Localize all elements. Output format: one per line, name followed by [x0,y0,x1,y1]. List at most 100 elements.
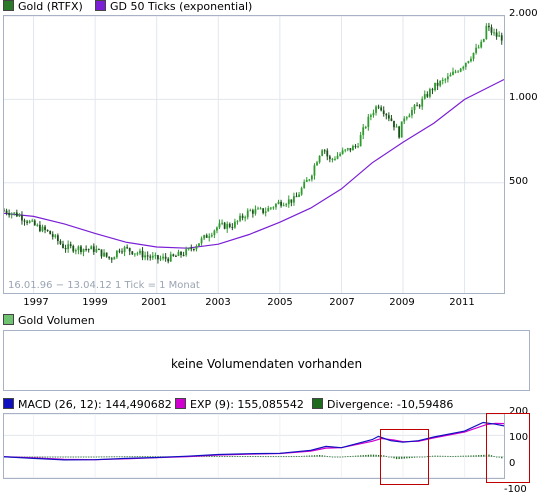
gold-candle-body [285,204,288,206]
gold-candle-body [305,180,308,182]
divergence-bar [431,455,434,457]
gold-candle-body [241,215,244,218]
divergence-bar [306,455,308,457]
divergence-bar [95,456,98,458]
gold-candle-body [67,244,70,250]
divergence-bar [354,455,357,457]
gold-candle-body [326,150,329,157]
gold-candle-body [105,252,108,257]
gold-candle-body [359,135,362,147]
divergence-bar [141,456,144,458]
divergence-bar [472,455,475,457]
divergence-bar [34,456,36,458]
divergence-bar [421,456,423,458]
gold-candle-body [354,145,357,147]
divergence-bar [388,456,390,458]
gold-candle-body [490,27,493,33]
divergence-bar [385,455,387,457]
legend-label-volume: Gold Volumen [18,314,95,327]
divergence-bar [429,456,431,457]
divergence-bar [470,455,472,457]
gold-candle-body [236,220,239,222]
gold-candle-body [64,247,67,250]
gold-candle-body [272,207,275,209]
divergence-bar [139,456,141,458]
gold-candle-body [23,220,26,222]
divergence-bar [118,456,121,458]
divergence-bar [103,456,105,458]
gold-candle-body [398,126,401,138]
gold-candle-body [464,62,467,67]
divergence-bar [254,456,257,457]
divergence-bar [439,455,441,457]
legend-swatch-macd [3,398,14,409]
highlight-box-2012 [486,413,530,483]
gold-candle-body [295,196,298,198]
gold-candle-body [154,255,157,257]
divergence-bar [242,456,244,457]
gold-candle-body [467,61,470,63]
divergence-bar [501,456,503,459]
divergence-bar [326,455,328,457]
gold-candle-body [28,221,31,223]
legend-exp: EXP (9): 155,085542 [175,398,304,412]
divergence-bar [465,455,467,457]
gold-candle-body [344,149,347,151]
divergence-bar [331,456,334,458]
legend-label-exp: EXP (9): 155,085542 [190,398,304,411]
legend-swatch-divergence [312,398,323,409]
divergence-bar [257,456,259,457]
divergence-bar [224,456,226,457]
divergence-bar [301,455,303,457]
gold-candle-body [262,208,265,213]
gold-candle-body [162,256,164,259]
legend-volume: Gold Volumen [3,314,95,328]
gold-candle-body [151,255,154,258]
divergence-bar [244,456,246,457]
gold-candle-body [375,106,377,113]
divergence-bar [108,456,110,458]
divergence-bar [365,454,367,457]
gold-candle-body [280,201,282,206]
gold-candle-body [157,255,159,260]
divergence-bar [342,456,344,458]
divergence-bar [303,455,305,457]
legend-divergence: Divergence: -10,59486 [312,398,453,412]
divergence-bar [390,456,393,458]
divergence-bar [144,456,146,458]
divergence-bar [467,455,470,457]
series-candles-gold [4,22,503,264]
gold-candle-body [49,230,52,235]
x-tick-2007: 2007 [329,297,355,308]
divergence-bar [462,455,464,457]
gold-candle-body [185,249,188,256]
gold-candle-body [213,230,216,235]
divergence-bar [36,456,39,458]
gold-candle-body [352,145,354,151]
divergence-bar [77,456,80,458]
gold-candle-body [141,250,144,258]
gold-candle-body [303,181,306,189]
divergence-bar [72,456,74,458]
gold-candle-body [234,221,236,228]
legend-label-divergence: Divergence: -10,59486 [327,398,454,411]
macd-y-tick-200: 200 [509,406,529,417]
gold-candle-body [498,35,501,37]
gold-candle-body [298,194,300,197]
gold-candle-body [277,201,280,204]
gold-candle-body [77,246,80,251]
divergence-bar [31,456,33,458]
gold-candle-body [198,243,200,246]
gold-candle-body [5,210,8,214]
gold-candle-body [103,252,105,257]
divergence-bar [236,456,239,457]
divergence-bar [208,456,210,457]
divergence-bar [478,455,480,457]
price-y-tick-1000: 1.000 [509,92,538,103]
gold-candle-body [121,251,123,253]
divergence-bar [313,455,316,457]
gold-candle-body [377,106,380,108]
divergence-bar [437,455,439,457]
divergence-bar [401,456,403,459]
gold-candle-body [44,226,46,230]
